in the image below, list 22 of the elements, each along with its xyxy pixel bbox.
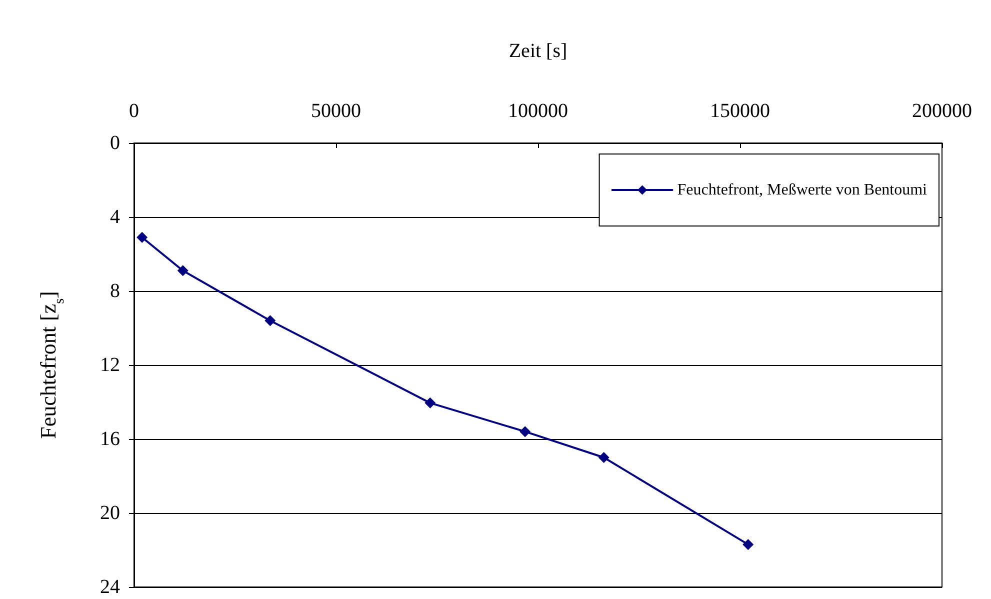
legend-label: Feuchtefront, Meßwerte von Bentoumi	[677, 182, 928, 198]
y-tick-label: 4	[110, 206, 120, 228]
y-tick-label: 24	[100, 576, 120, 598]
x-tick-label: 200000	[912, 100, 972, 122]
point	[264, 315, 276, 326]
y-tick-label: 20	[100, 502, 120, 524]
x-tick-label: 150000	[710, 100, 770, 122]
x-axis-title: Zeit [s]	[508, 40, 568, 62]
x-tick-label: 0	[129, 100, 139, 122]
point	[136, 232, 148, 243]
y-axis-title: Feuchtefront [zs]	[36, 291, 68, 439]
y-tick-label: 16	[100, 428, 120, 450]
y-tick-label: 8	[110, 280, 120, 302]
point	[424, 397, 436, 408]
x-tick-label: 50000	[311, 100, 361, 122]
y-tick-label: 12	[100, 354, 120, 376]
x-tick-label: 100000	[508, 100, 568, 122]
point	[598, 452, 610, 463]
y-tick-label: 0	[110, 132, 120, 154]
point	[177, 265, 188, 276]
point	[742, 538, 754, 550]
point	[520, 426, 531, 438]
